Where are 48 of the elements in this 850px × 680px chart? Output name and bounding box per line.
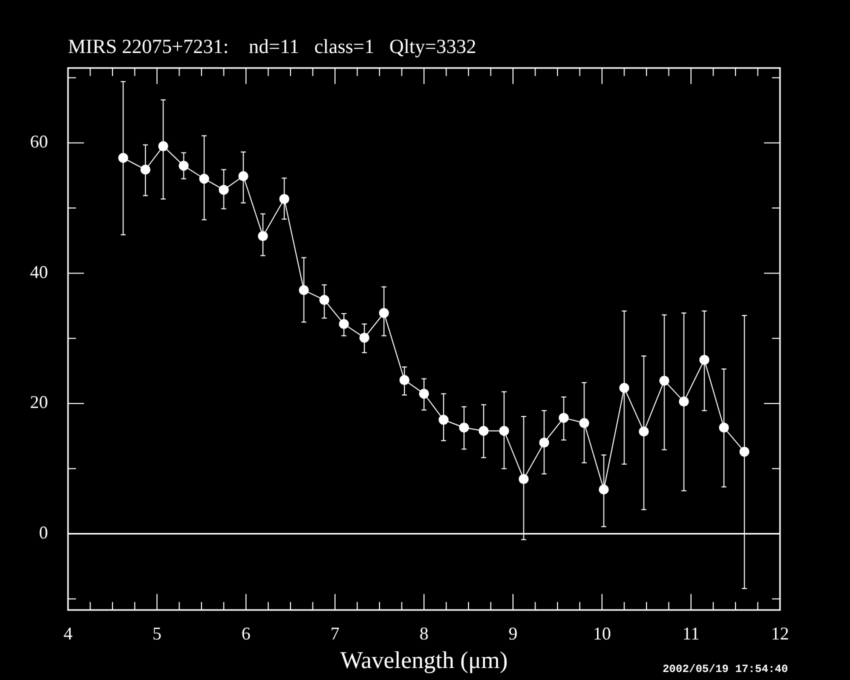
point	[419, 388, 429, 399]
point	[118, 152, 128, 163]
x-tick-label: 9	[508, 624, 518, 644]
chart-title: MIRS 22075+7231: nd=11 class=1 Qlty=3332	[68, 36, 476, 59]
point	[298, 285, 309, 296]
y-tick-label: 60	[30, 132, 48, 152]
point	[678, 396, 689, 407]
point	[539, 438, 550, 448]
x-tick-label: 11	[682, 624, 700, 644]
x-tick-label: 5	[152, 624, 162, 644]
point	[218, 184, 229, 195]
point	[238, 171, 248, 182]
x-tick-label: 12	[771, 624, 789, 644]
point	[558, 412, 569, 423]
point	[438, 414, 449, 425]
point	[378, 308, 389, 318]
text: 2002/05/19 17:54:40	[662, 664, 788, 676]
x-tick-label: 4	[64, 624, 72, 644]
point	[579, 418, 590, 428]
point	[359, 332, 370, 343]
point	[659, 376, 670, 386]
point	[699, 354, 710, 365]
point	[619, 382, 630, 393]
x-tick-label: 8	[420, 624, 428, 644]
point	[140, 164, 150, 175]
x-tick-label: 7	[330, 624, 340, 644]
x-tick-label: 10	[593, 624, 611, 644]
point	[478, 426, 489, 436]
y-tick-label: 20	[30, 392, 48, 412]
point	[399, 375, 410, 386]
point	[258, 231, 268, 242]
y-tick-label: 0	[39, 522, 48, 543]
point	[199, 174, 210, 184]
point	[319, 294, 330, 305]
point	[739, 446, 750, 457]
x-tick-label: 6	[242, 624, 250, 644]
point	[178, 160, 189, 171]
point	[338, 319, 349, 330]
point	[598, 484, 609, 494]
x-axis-title: Wavelength (μm)	[340, 648, 508, 674]
point	[279, 194, 290, 204]
point	[638, 426, 649, 437]
y-tick-label: 40	[30, 262, 48, 282]
point	[718, 422, 729, 433]
point	[499, 426, 510, 436]
point	[158, 141, 168, 152]
point	[518, 474, 529, 484]
point	[459, 422, 470, 433]
